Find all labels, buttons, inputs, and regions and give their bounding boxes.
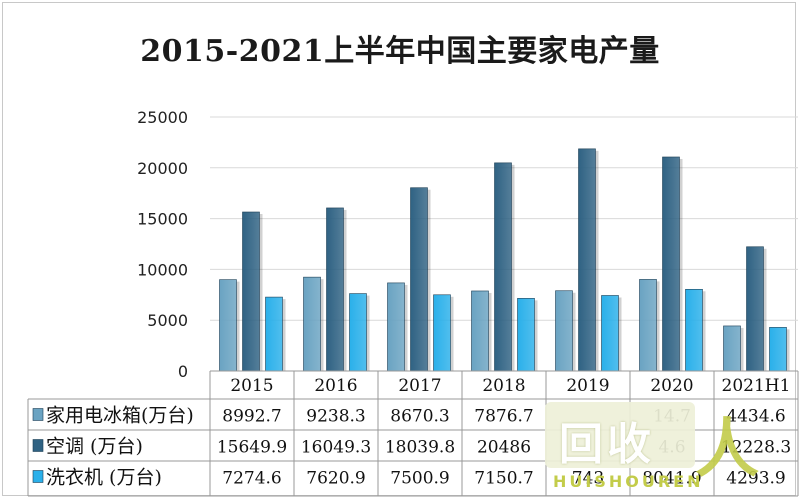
- bar-shadow: [679, 158, 683, 371]
- data-value-1-0: 15649.9: [217, 438, 287, 458]
- bar-洗衣机 (万台)-2016: [349, 293, 367, 372]
- data-value-0-5: 14.7: [653, 407, 691, 427]
- bar-shadow: [656, 281, 660, 371]
- bar-shadow: [595, 150, 599, 371]
- category-label-2017: 2017: [398, 376, 441, 396]
- bar-家用电冰箱(万台)-2018: [471, 290, 489, 372]
- data-value-2-3: 7150.7: [474, 469, 533, 489]
- data-value-2-4: 743: [572, 469, 604, 489]
- bar-shadow: [763, 248, 767, 371]
- bar-shadow: [343, 209, 347, 371]
- bar-家用电冰箱(万台)-2020: [639, 279, 657, 372]
- bar-shadow: [282, 299, 286, 371]
- bar-shadow: [534, 300, 538, 371]
- data-value-2-1: 7620.9: [306, 469, 365, 489]
- bar-空调 (万台)-2019: [578, 148, 596, 372]
- category-label-2015: 2015: [230, 376, 273, 396]
- bar-洗衣机 (万台)-2017: [433, 294, 451, 372]
- series-name-0: 家用电冰箱(万台): [46, 405, 194, 427]
- y-tick-label-15000: 15000: [137, 210, 188, 229]
- legend-key-1: [32, 439, 44, 452]
- bar-洗衣机 (万台)-2015: [265, 296, 283, 372]
- y-tick-label-10000: 10000: [137, 260, 188, 279]
- bar-shadow: [427, 189, 431, 371]
- data-value-0-2: 8670.3: [390, 407, 449, 427]
- y-tick-label-25000: 25000: [137, 108, 188, 127]
- category-label-2019: 2019: [566, 376, 609, 396]
- bar-shadow: [488, 292, 492, 371]
- data-value-0-3: 7876.7: [474, 407, 533, 427]
- legend-key-0: [32, 408, 44, 421]
- bar-shadow: [366, 295, 370, 371]
- chart-title: 2015-2021上半年中国主要家电产量: [140, 34, 660, 69]
- bar-shadow: [702, 291, 706, 371]
- data-value-1-2: 18039.8: [385, 438, 455, 458]
- y-tick-label-0: 0: [178, 362, 188, 381]
- bar-shadow: [618, 297, 622, 371]
- data-value-0-6: 4434.6: [726, 407, 785, 427]
- bar-空调 (万台)-2021H1: [746, 246, 764, 372]
- y-tick-label-20000: 20000: [137, 159, 188, 178]
- bar-空调 (万台)-2016: [326, 207, 344, 372]
- category-label-2020: 2020: [650, 376, 693, 396]
- bar-家用电冰箱(万台)-2015: [219, 279, 237, 372]
- bar-shadow: [236, 281, 240, 371]
- series-name-2: 洗衣机 (万台): [46, 467, 162, 489]
- data-value-2-6: 4293.9: [726, 469, 785, 489]
- data-value-0-1: 9238.3: [306, 407, 365, 427]
- bar-家用电冰箱(万台)-2017: [387, 282, 405, 372]
- data-value-2-2: 7500.9: [390, 469, 449, 489]
- series-name-1: 空调 (万台): [46, 436, 143, 458]
- data-value-1-6: 12228.3: [721, 438, 791, 458]
- bar-洗衣机 (万台)-2019: [601, 295, 619, 372]
- bar-洗衣机 (万台)-2021H1: [769, 327, 787, 372]
- bar-洗衣机 (万台)-2020: [685, 288, 703, 372]
- bar-shadow: [320, 279, 324, 371]
- bar-空调 (万台)-2020: [662, 156, 680, 372]
- y-tick-label-5000: 5000: [147, 311, 188, 330]
- data-value-0-0: 8992.7: [222, 407, 281, 427]
- bar-空调 (万台)-2017: [410, 187, 428, 372]
- category-label-2016: 2016: [314, 376, 357, 396]
- category-label-2018: 2018: [482, 376, 525, 396]
- data-value-1-1: 16049.3: [301, 438, 371, 458]
- bar-shadow: [740, 327, 744, 371]
- data-value-1-3: 20486: [477, 438, 531, 458]
- bar-shadow: [511, 164, 515, 371]
- bar-shadow: [450, 296, 454, 371]
- bar-shadow: [259, 213, 263, 371]
- category-label-2021H1: 2021H1: [722, 376, 791, 396]
- bar-洗衣机 (万台)-2018: [517, 298, 535, 372]
- legend-key-2: [32, 470, 44, 483]
- bar-shadow: [786, 329, 790, 371]
- bar-shadow: [572, 292, 576, 371]
- data-value-2-5: 8041.9: [642, 469, 701, 489]
- bar-shadow: [404, 284, 408, 371]
- bar-家用电冰箱(万台)-2021H1: [723, 325, 741, 372]
- bar-空调 (万台)-2015: [242, 211, 260, 372]
- bar-空调 (万台)-2018: [494, 162, 512, 372]
- data-value-1-5: 4.6: [658, 438, 685, 458]
- bar-家用电冰箱(万台)-2016: [303, 276, 321, 372]
- data-value-2-0: 7274.6: [222, 469, 281, 489]
- bar-家用电冰箱(万台)-2019: [555, 290, 573, 372]
